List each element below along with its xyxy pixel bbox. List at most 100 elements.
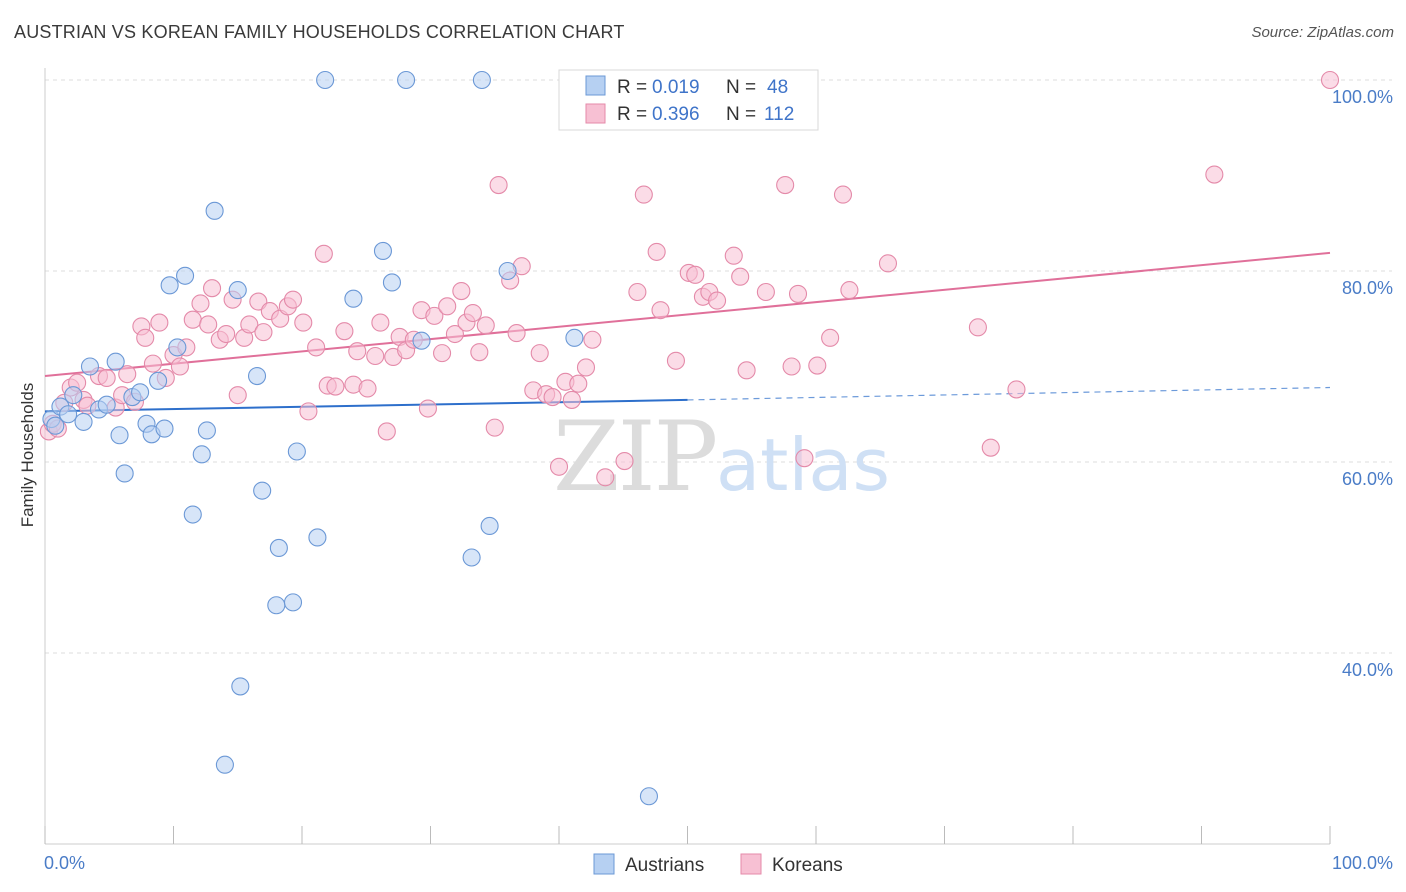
korean-point-61 — [452, 282, 471, 301]
korean-point-59 — [438, 297, 457, 316]
legend-swatch-austrians — [585, 75, 606, 96]
korean-point-40 — [307, 338, 326, 357]
korean-point-96 — [756, 282, 775, 302]
x-tick-label-max: 100.0% — [1332, 853, 1393, 873]
korean-point-97 — [776, 176, 795, 195]
austrian-point-27 — [228, 281, 247, 300]
austrian-point-22 — [192, 445, 211, 464]
korean-point-17 — [150, 313, 169, 332]
austrian-point-20 — [176, 266, 195, 285]
koreans-trend-line — [44, 251, 1331, 378]
korean-point-82 — [615, 451, 634, 471]
chart-title: AUSTRIAN VS KOREAN FAMILY HOUSEHOLDS COR… — [14, 22, 625, 42]
austrian-point-41 — [462, 548, 481, 567]
y-tick-label-40: 40.0% — [1342, 660, 1393, 680]
austrian-point-33 — [287, 442, 306, 461]
austrian-point-24 — [205, 201, 224, 220]
austrian-point-42 — [472, 70, 491, 90]
korean-point-75 — [549, 457, 569, 476]
korean-point-50 — [377, 422, 396, 441]
austrian-point-32 — [283, 593, 303, 612]
korean-point-92 — [708, 291, 727, 310]
bottom-swatch-austrians — [593, 853, 615, 875]
austrian-point-3 — [59, 405, 78, 424]
korean-point-67 — [489, 176, 508, 195]
austrian-point-29 — [253, 481, 272, 500]
korean-point-65 — [476, 316, 495, 335]
korean-point-31 — [240, 315, 259, 334]
korean-point-93 — [724, 246, 743, 265]
korean-point-81 — [596, 468, 615, 487]
axes — [44, 68, 1331, 845]
korean-point-29 — [228, 386, 247, 405]
austrian-point-1 — [46, 416, 65, 435]
korean-point-57 — [425, 306, 444, 325]
bottom-label-koreans: Koreans — [772, 855, 843, 876]
korean-point-94 — [731, 267, 750, 286]
korean-point-20 — [170, 357, 189, 376]
grid-lines — [45, 79, 1392, 654]
austrian-point-39 — [397, 70, 416, 90]
korean-point-107 — [981, 438, 1000, 457]
austrian-point-5 — [74, 412, 93, 431]
korean-point-43 — [326, 377, 345, 396]
watermark-zip: ZIP — [553, 401, 716, 513]
korean-point-77 — [562, 390, 581, 409]
korean-point-98 — [782, 357, 801, 376]
korean-point-38 — [294, 313, 313, 332]
korean-point-44 — [335, 322, 354, 341]
data-points — [39, 70, 1340, 806]
x-tick-label-min: 0.0% — [44, 853, 85, 873]
korean-point-109 — [1205, 165, 1224, 184]
korean-point-72 — [530, 344, 549, 363]
korean-point-33 — [254, 323, 273, 342]
legend-top: R = 0.019 N = 48 R = 0.396 N = 112 — [558, 69, 819, 131]
legend-n-value-austrians: 48 — [767, 77, 788, 98]
korean-point-66 — [485, 418, 504, 437]
korean-point-104 — [840, 281, 859, 300]
legend-swatch-koreans — [585, 103, 606, 124]
korean-point-69 — [507, 324, 526, 343]
korean-point-60 — [445, 324, 464, 344]
legend-n-label-koreans: N = — [726, 104, 756, 125]
austrian-point-21 — [183, 505, 202, 524]
legend-r-label-koreans: R = — [617, 104, 647, 125]
austrian-point-4 — [64, 386, 83, 405]
austrian-point-16 — [149, 371, 168, 390]
austrian-point-44 — [498, 261, 517, 281]
austrian-point-31 — [269, 538, 288, 558]
austrian-point-35 — [316, 70, 335, 90]
legend-r-value-austrians: 0.019 — [652, 77, 700, 98]
austrian-point-25 — [215, 755, 234, 774]
austrian-point-13 — [131, 383, 150, 402]
korean-point-25 — [203, 279, 222, 298]
austrian-point-46 — [639, 787, 659, 806]
korean-point-84 — [634, 185, 653, 204]
legend-n-value-koreans: 112 — [764, 104, 794, 125]
korean-point-46 — [348, 342, 367, 361]
austrian-point-19 — [168, 338, 187, 357]
korean-point-80 — [583, 330, 602, 349]
y-tick-label-80: 80.0% — [1342, 278, 1393, 298]
korean-point-85 — [647, 242, 666, 261]
austrian-point-6 — [80, 357, 100, 376]
korean-point-41 — [314, 244, 333, 263]
korean-point-47 — [358, 379, 377, 398]
legend-bottom: Austrians Koreans — [593, 853, 843, 876]
korean-point-39 — [299, 402, 318, 421]
korean-point-23 — [191, 294, 210, 313]
austrian-point-34 — [308, 528, 327, 547]
austrian-point-38 — [382, 273, 402, 292]
austrian-point-26 — [231, 677, 250, 696]
korean-point-74 — [543, 388, 562, 407]
austrian-point-10 — [110, 426, 129, 445]
x-tick-labels: 0.0% 100.0% — [44, 853, 1393, 873]
source-credit: Source: ZipAtlas.com — [1251, 24, 1394, 41]
austrian-point-45 — [565, 328, 584, 347]
korean-point-110 — [1320, 70, 1340, 90]
korean-point-105 — [878, 254, 898, 273]
austrian-point-40 — [412, 331, 431, 350]
austrian-point-37 — [373, 241, 393, 260]
korean-point-79 — [576, 358, 596, 377]
